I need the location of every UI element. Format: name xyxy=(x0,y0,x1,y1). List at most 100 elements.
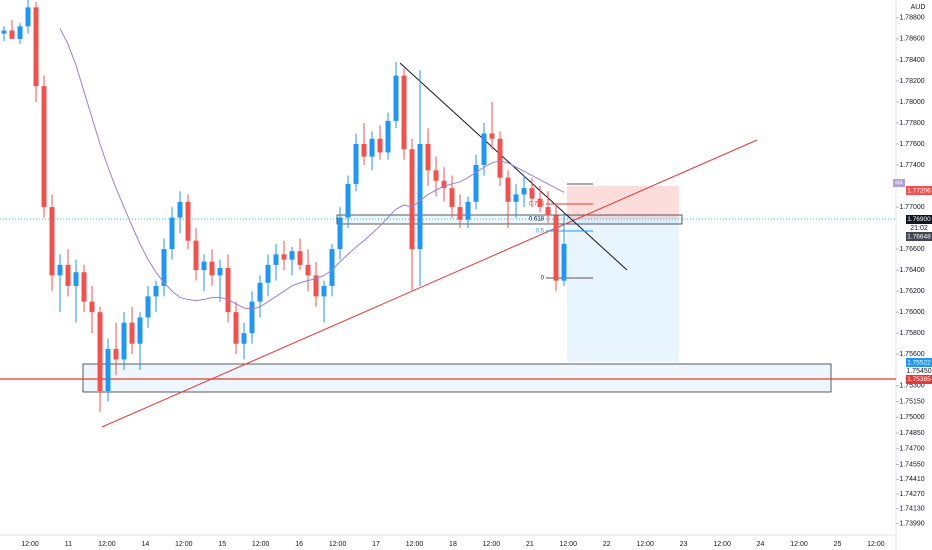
candle-body xyxy=(329,249,335,286)
candle-body xyxy=(497,138,503,178)
ma-label: MA xyxy=(895,180,903,186)
price-tag xyxy=(906,186,932,195)
y-tick-label: 1.76600 xyxy=(899,246,924,253)
candle-body xyxy=(313,275,319,297)
x-tick-label: 15 xyxy=(218,541,226,548)
candle-body xyxy=(113,348,119,360)
ma-tag xyxy=(893,179,905,187)
x-tick-label: 25 xyxy=(834,541,842,548)
candle-body xyxy=(273,254,279,265)
candle-body xyxy=(449,188,455,208)
x-tick-label: 16 xyxy=(295,541,303,548)
currency-label: AUD xyxy=(911,4,926,11)
x-tick-label: 18 xyxy=(449,541,457,548)
candle-body xyxy=(193,240,199,271)
x-tick-label: 12:00 xyxy=(98,541,116,548)
y-tick-label: 1.74410 xyxy=(899,476,924,483)
price-tag xyxy=(906,215,932,224)
candle-body xyxy=(89,301,95,313)
candle-body xyxy=(505,177,511,202)
candle-body xyxy=(209,261,215,276)
candle-body xyxy=(97,312,103,392)
x-tick-label: 12:00 xyxy=(329,541,347,548)
y-tick-label: 1.75150 xyxy=(899,398,924,405)
candle-body xyxy=(417,143,423,250)
candle-body xyxy=(513,194,519,202)
price-tag xyxy=(906,367,932,375)
x-tick-label: 23 xyxy=(680,541,688,548)
y-tick-label: 1.75600 xyxy=(899,351,924,358)
candle-body xyxy=(361,143,367,157)
candle-body xyxy=(473,165,479,202)
candle-body xyxy=(425,143,431,171)
candle-body xyxy=(33,7,39,87)
candle-body xyxy=(393,75,399,121)
price-tag-label: 1.77206 xyxy=(907,188,931,195)
y-tick-label: 1.78400 xyxy=(899,57,924,64)
candle-body xyxy=(17,26,23,39)
candle-body xyxy=(249,301,255,334)
candle-body xyxy=(121,322,127,360)
candle-body xyxy=(145,296,151,318)
fib-label: 0 xyxy=(541,276,545,282)
candle-body xyxy=(377,138,383,153)
y-tick-label: 1.78000 xyxy=(899,99,924,106)
candle-body xyxy=(297,251,303,265)
y-tick-label: 1.76200 xyxy=(899,288,924,295)
candle-body xyxy=(177,201,183,218)
x-tick-label: 12:00 xyxy=(483,541,501,548)
candle-body xyxy=(137,317,143,344)
x-tick-label: 12:00 xyxy=(713,541,731,548)
candle-body xyxy=(129,322,135,344)
resistance-zone xyxy=(336,214,683,225)
price-tag xyxy=(906,358,932,367)
trend-line xyxy=(101,139,758,428)
candle-body xyxy=(401,75,407,150)
candle-body xyxy=(489,133,495,139)
candle-body xyxy=(457,207,463,220)
y-tick-label: 1.73990 xyxy=(899,520,924,527)
x-tick-label: 22 xyxy=(603,541,611,548)
price-tag-label: 1.75385 xyxy=(907,376,931,383)
candle-body xyxy=(321,285,327,297)
candle-body xyxy=(529,188,535,199)
target-zone xyxy=(567,219,679,362)
candle-body xyxy=(281,254,287,260)
trend-line xyxy=(399,62,628,271)
y-tick-label: 1.76400 xyxy=(899,267,924,274)
candle-body xyxy=(81,272,87,302)
candle-body xyxy=(161,249,167,286)
price-tag xyxy=(906,224,932,232)
candle-body xyxy=(481,133,487,166)
candle-body xyxy=(241,333,247,344)
candle-body xyxy=(465,201,471,220)
y-tick-label: 1.77800 xyxy=(899,120,924,127)
x-tick-label: 24 xyxy=(757,541,765,548)
candle-body xyxy=(537,198,543,208)
y-tick-label: 1.78600 xyxy=(899,36,924,43)
candle-body xyxy=(521,188,527,195)
x-tick-label: 12:00 xyxy=(867,541,885,548)
candle-body xyxy=(289,251,295,260)
y-tick-label: 1.78200 xyxy=(899,78,924,85)
candle-body xyxy=(353,143,359,184)
candle-body xyxy=(9,30,15,39)
moving-average xyxy=(59,28,565,310)
y-tick-label: 1.78800 xyxy=(899,15,924,22)
candle-body xyxy=(545,207,551,216)
candle-body xyxy=(345,183,351,218)
candle-body xyxy=(225,268,231,313)
candle-body xyxy=(105,348,111,392)
y-tick-label: 1.75300 xyxy=(899,383,924,390)
fib-label: 0.618 xyxy=(529,217,545,223)
y-tick-label: 1.77000 xyxy=(899,204,924,211)
stop-zone xyxy=(567,186,679,219)
candle-body xyxy=(57,264,63,276)
candle-body xyxy=(385,120,391,153)
y-tick-label: 1.74130 xyxy=(899,506,924,513)
candle-body xyxy=(561,243,567,281)
candle-body xyxy=(441,180,447,189)
fib-label: 0.786 xyxy=(529,202,545,208)
candle-body xyxy=(305,264,311,276)
